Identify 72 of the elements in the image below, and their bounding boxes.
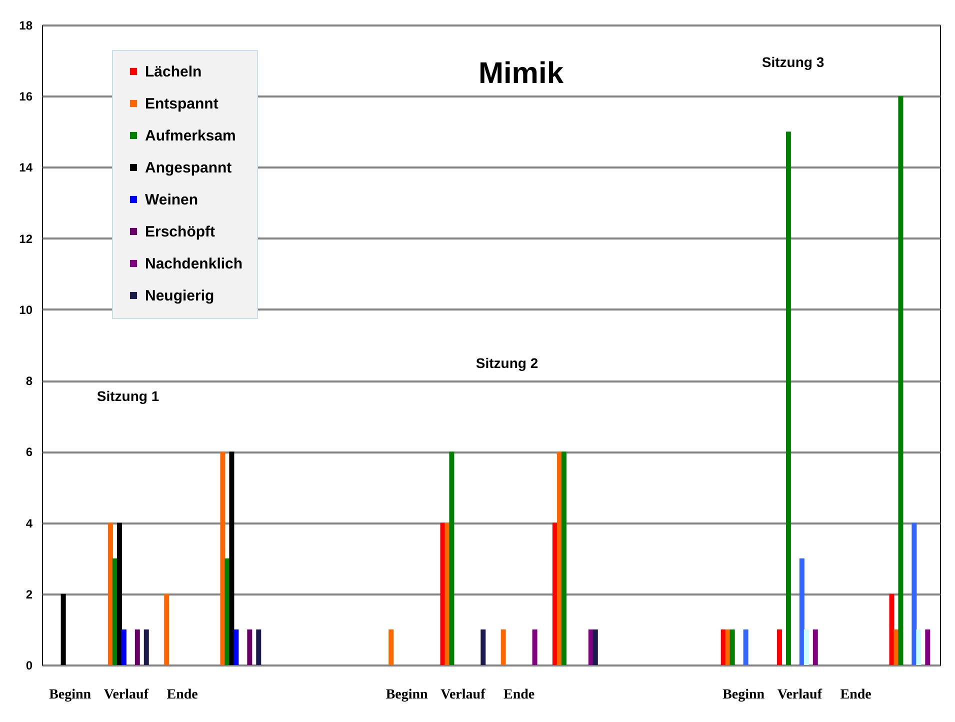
annotation: Sitzung 2: [476, 355, 538, 371]
bar: [144, 629, 149, 665]
legend-label: Nachdenklich: [145, 256, 243, 272]
legend-label: Aufmerksam: [145, 128, 236, 144]
y-tick-label: 16: [19, 90, 33, 104]
bar: [480, 629, 486, 665]
y-tick-label: 10: [19, 302, 33, 317]
x-tick-label: Beginn: [722, 688, 765, 702]
bar: [108, 522, 113, 665]
annotation: Sitzung 1: [96, 388, 160, 404]
bar: [592, 629, 598, 665]
y-tick-label: 8: [26, 374, 33, 388]
bar: [743, 629, 748, 665]
bar: [229, 452, 234, 665]
bar: [164, 594, 170, 665]
x-tick-label: Ende: [504, 688, 535, 702]
y-tick-label: 6: [26, 445, 33, 460]
x-tick-label: Verlauf: [104, 688, 149, 702]
bar: [786, 132, 791, 665]
bar: [224, 558, 230, 665]
bar: [220, 452, 226, 665]
x-tick-label: Verlauf: [440, 688, 486, 702]
bar: [894, 629, 899, 665]
bar: [916, 629, 922, 665]
legend-label: Entspannt: [145, 96, 218, 112]
legend-label: Angespannt: [145, 160, 232, 176]
bar: [898, 96, 904, 665]
text: Mimik: [478, 57, 564, 90]
legend-label: Erschöpft: [145, 224, 216, 240]
bar: [121, 629, 126, 665]
bar: [799, 558, 804, 665]
x-tick-label: Beginn: [386, 688, 428, 702]
bar: [247, 629, 252, 665]
y-tick-label: 4: [26, 516, 33, 530]
bar: [440, 522, 446, 665]
bar: [720, 629, 726, 665]
bar: [925, 629, 930, 665]
bar: [388, 629, 394, 665]
legend-label: Lächeln: [145, 64, 202, 80]
bar: [449, 452, 454, 665]
y-tick-label: 0: [26, 658, 33, 672]
bar: [556, 452, 562, 665]
x-tick-label: Beginn: [49, 688, 92, 702]
bar: [256, 629, 262, 665]
bar: [134, 629, 140, 665]
y-tick-label: 2: [26, 587, 33, 602]
y-tick-label: 14: [19, 160, 33, 175]
x-tick-label: Verlauf: [777, 688, 822, 702]
bar: [60, 594, 66, 665]
legend-label: Neugierig: [145, 288, 214, 304]
bar: [234, 629, 239, 665]
y-tick-label: 18: [19, 18, 33, 32]
legend-label: Weinen: [145, 192, 198, 208]
bar: [561, 452, 566, 665]
bar: [112, 558, 118, 665]
bar: [500, 629, 506, 665]
bar: [444, 522, 450, 665]
x-tick-label: Ende: [840, 688, 872, 702]
y-tick-label: 12: [19, 232, 33, 246]
bar: [889, 594, 894, 665]
bar: [116, 522, 122, 665]
bar: [730, 629, 735, 665]
bar: [725, 629, 730, 665]
bar: [804, 629, 809, 665]
bar: [912, 522, 917, 665]
bar: [812, 629, 818, 665]
bar: [588, 629, 594, 665]
x-tick-label: Ende: [166, 688, 198, 702]
annotation: Sitzung 3: [762, 54, 824, 70]
bar: [532, 629, 538, 665]
bar: [776, 629, 782, 665]
bar: [552, 522, 558, 665]
